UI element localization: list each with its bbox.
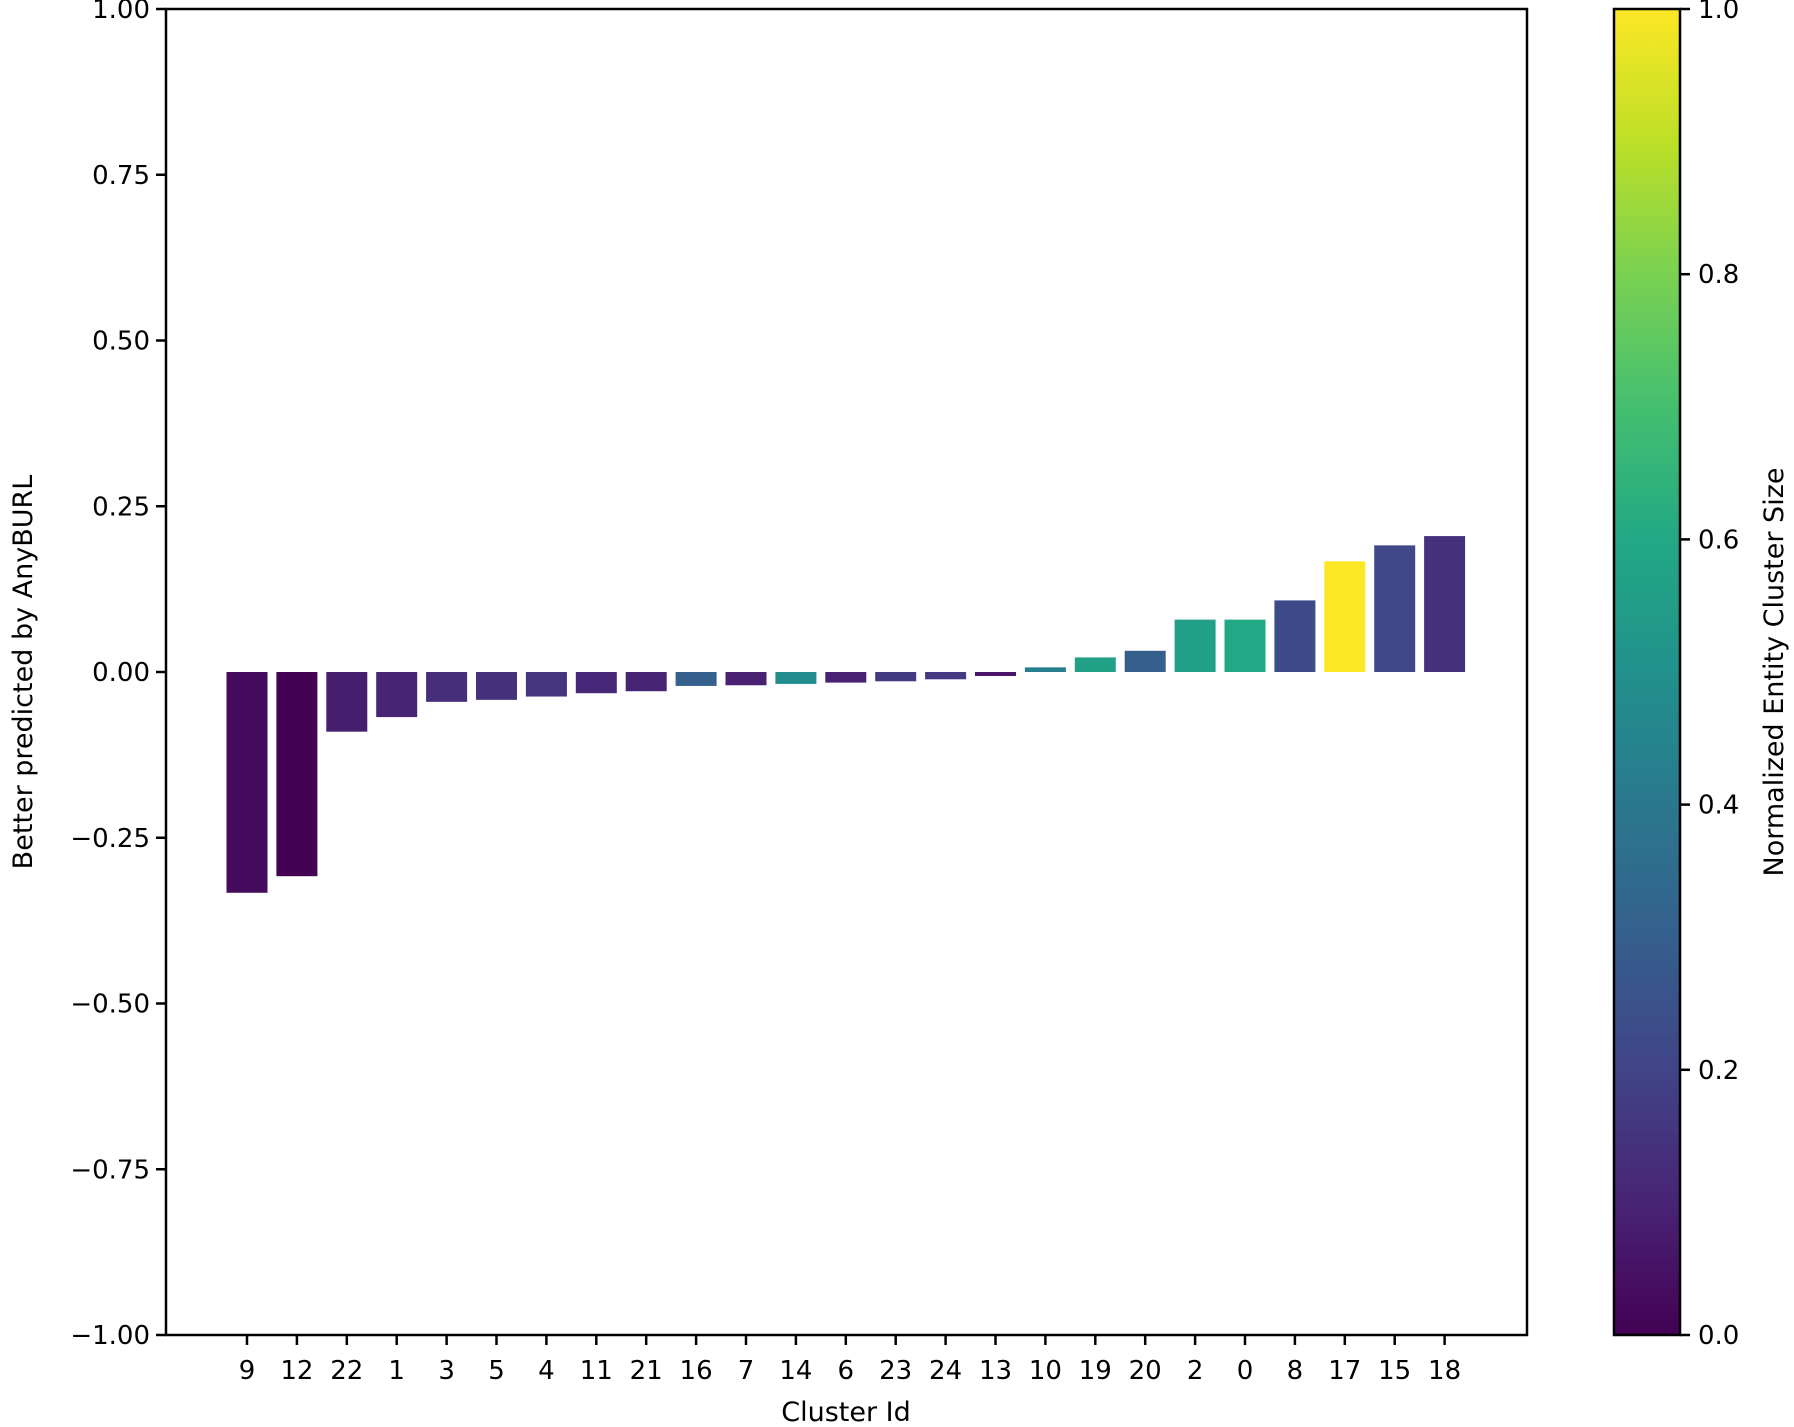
x-tick-label: 24 xyxy=(929,1356,962,1386)
y-axis: 1.00 0.75 0.50 0.25 0.00 −0.25 −0.50 −0.75 −1.00 xyxy=(70,0,166,1351)
colorbar-tick-label: 0.0 xyxy=(1698,1321,1739,1351)
bar-cluster-19 xyxy=(1074,657,1116,672)
x-tick-label: 16 xyxy=(680,1356,713,1386)
colorbar-tick-label: 0.2 xyxy=(1698,1056,1739,1086)
y-tick-label: −1.00 xyxy=(70,1321,150,1351)
x-tick-label: 1 xyxy=(388,1356,405,1386)
x-tick-label: 13 xyxy=(979,1356,1012,1386)
x-tick-label: 2 xyxy=(1187,1356,1204,1386)
bar-cluster-15 xyxy=(1374,545,1416,672)
y-tick-label: 0.75 xyxy=(92,161,150,191)
x-tick-label: 20 xyxy=(1129,1356,1162,1386)
bar-cluster-3 xyxy=(426,672,468,702)
bar-cluster-5 xyxy=(476,672,517,700)
x-axis: 9 12 22 1 3 5 4 11 21 16 7 14 6 23 24 13 10 19 20 2 0 8 17 15 18 xyxy=(239,1335,1461,1386)
colorbar-gradient xyxy=(1612,7,1682,1337)
x-tick-label: 23 xyxy=(879,1356,912,1386)
x-tick-label: 4 xyxy=(538,1356,555,1386)
x-tick-label: 22 xyxy=(330,1356,363,1386)
bar-cluster-23 xyxy=(875,672,917,682)
bar-cluster-6 xyxy=(825,672,867,683)
bar-cluster-22 xyxy=(326,672,368,732)
bar-cluster-10 xyxy=(1024,667,1066,672)
colorbar: 0.0 0.2 0.4 0.6 0.8 1.0 xyxy=(1612,0,1739,1351)
x-tick-label: 3 xyxy=(438,1356,455,1386)
bar-cluster-0 xyxy=(1224,619,1266,672)
x-tick-label: 5 xyxy=(488,1356,505,1386)
bar-cluster-20 xyxy=(1124,650,1166,672)
bar-cluster-21 xyxy=(625,672,667,692)
y-tick-label: 1.00 xyxy=(92,0,150,25)
x-tick-label: 10 xyxy=(1029,1356,1062,1386)
colorbar-tick-label: 0.8 xyxy=(1698,260,1739,290)
x-tick-label: 14 xyxy=(779,1356,812,1386)
y-tick-label: 0.50 xyxy=(92,327,150,357)
bar-cluster-17 xyxy=(1324,561,1366,672)
bar-cluster-14 xyxy=(775,672,817,684)
bar-cluster-2 xyxy=(1174,619,1216,672)
y-tick-label: 0.00 xyxy=(92,658,150,688)
x-tick-label: 17 xyxy=(1328,1356,1361,1386)
bar-cluster-11 xyxy=(575,672,617,694)
colorbar-tick-label: 0.6 xyxy=(1698,525,1739,555)
colorbar-tick-label: 1.0 xyxy=(1698,0,1739,25)
y-tick-label: −0.75 xyxy=(70,1155,150,1185)
bar-cluster-18 xyxy=(1424,536,1466,672)
y-tick-label: −0.25 xyxy=(70,824,150,854)
bar-cluster-8 xyxy=(1274,600,1316,672)
x-tick-label: 0 xyxy=(1237,1356,1254,1386)
x-tick-label: 9 xyxy=(239,1356,256,1386)
x-tick-label: 7 xyxy=(738,1356,755,1386)
bar-cluster-9 xyxy=(226,672,268,893)
y-tick-label: 0.25 xyxy=(92,492,150,522)
bar-cluster-13 xyxy=(975,672,1016,676)
x-tick-label: 8 xyxy=(1287,1356,1304,1386)
x-tick-label: 11 xyxy=(580,1356,613,1386)
bars xyxy=(226,536,1466,893)
bar-cluster-4 xyxy=(525,672,567,697)
bar-cluster-7 xyxy=(725,672,767,686)
x-tick-label: 15 xyxy=(1378,1356,1411,1386)
y-tick-label: −0.50 xyxy=(70,990,150,1020)
x-tick-label: 18 xyxy=(1428,1356,1461,1386)
bar-cluster-1 xyxy=(376,672,418,718)
y-axis-label: Better predicted by AnyBURL xyxy=(8,475,39,870)
bar-cluster-24 xyxy=(925,672,967,680)
colorbar-tick-label: 0.4 xyxy=(1698,791,1739,821)
x-tick-label: 12 xyxy=(280,1356,313,1386)
x-tick-label: 21 xyxy=(630,1356,663,1386)
x-axis-label: Cluster Id xyxy=(781,1397,911,1427)
bar-cluster-16 xyxy=(675,672,717,686)
x-tick-label: 6 xyxy=(838,1356,855,1386)
bar-cluster-12 xyxy=(276,672,318,877)
x-tick-label: 19 xyxy=(1079,1356,1112,1386)
colorbar-label: Normalized Entity Cluster Size xyxy=(1759,468,1790,877)
